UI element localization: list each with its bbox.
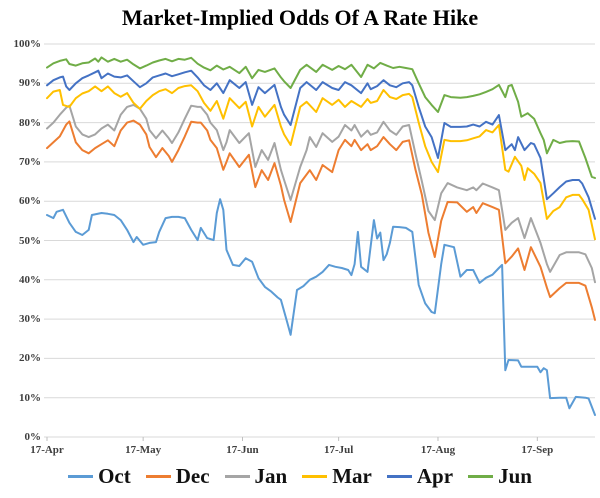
legend-swatch-jan bbox=[224, 474, 250, 478]
series-line-dec bbox=[46, 119, 596, 321]
legend-swatch-jun bbox=[468, 474, 494, 478]
y-axis-tick-label: 50% bbox=[19, 234, 41, 247]
legend-swatch-dec bbox=[145, 474, 171, 478]
x-axis-tick-label: 17-Apr bbox=[30, 444, 64, 456]
legend-label: Jun bbox=[498, 463, 532, 488]
chart-legend: Oct Dec Jan Mar Apr Jun bbox=[0, 458, 600, 494]
y-axis-tick-label: 70% bbox=[19, 155, 41, 168]
legend-item-dec: Dec bbox=[145, 463, 210, 489]
x-axis-tick-label: 17-Jul bbox=[323, 444, 354, 456]
chart-title: Market-Implied Odds Of A Rate Hike bbox=[121, 5, 479, 30]
legend-item-jan: Jan bbox=[224, 463, 288, 489]
legend-label: Dec bbox=[175, 463, 210, 488]
legend-swatch-oct bbox=[68, 474, 94, 478]
y-axis-tick-label: 10% bbox=[19, 391, 41, 404]
legend-swatch-mar bbox=[302, 474, 328, 478]
legend-label: Oct bbox=[98, 463, 131, 488]
x-axis-tick-label: 17-Jun bbox=[226, 444, 259, 456]
y-axis-tick-label: 90% bbox=[19, 77, 41, 90]
y-axis-tick-label: 0% bbox=[24, 431, 42, 443]
series-line-jun bbox=[46, 56, 596, 179]
series-line-mar bbox=[46, 84, 596, 241]
series-line-apr bbox=[46, 69, 596, 220]
series-line-oct bbox=[46, 198, 596, 416]
legend-item-jun: Jun bbox=[468, 464, 532, 489]
legend-item-oct: Oct bbox=[68, 464, 131, 489]
x-axis-tick-label: 17-May bbox=[125, 444, 162, 456]
y-axis-tick-label: 60% bbox=[19, 195, 41, 208]
legend-label: Apr bbox=[416, 463, 454, 488]
y-axis-tick-label: 80% bbox=[19, 116, 41, 129]
x-axis-tick-label: 17-Sep bbox=[521, 444, 554, 456]
y-axis-tick-label: 30% bbox=[19, 313, 41, 326]
chart-plot bbox=[44, 43, 596, 441]
legend-label: Jan bbox=[254, 463, 288, 488]
legend-swatch-apr bbox=[386, 474, 412, 478]
y-axis-tick-label: 20% bbox=[19, 352, 41, 365]
x-axis-tick-label: 17-Aug bbox=[420, 444, 456, 456]
y-axis-tick-label: 40% bbox=[19, 273, 41, 286]
y-axis-tick-label: 100% bbox=[13, 38, 42, 50]
legend-item-apr: Apr bbox=[386, 463, 454, 489]
legend-item-mar: Mar bbox=[302, 464, 372, 489]
legend-label: Mar bbox=[332, 463, 372, 488]
